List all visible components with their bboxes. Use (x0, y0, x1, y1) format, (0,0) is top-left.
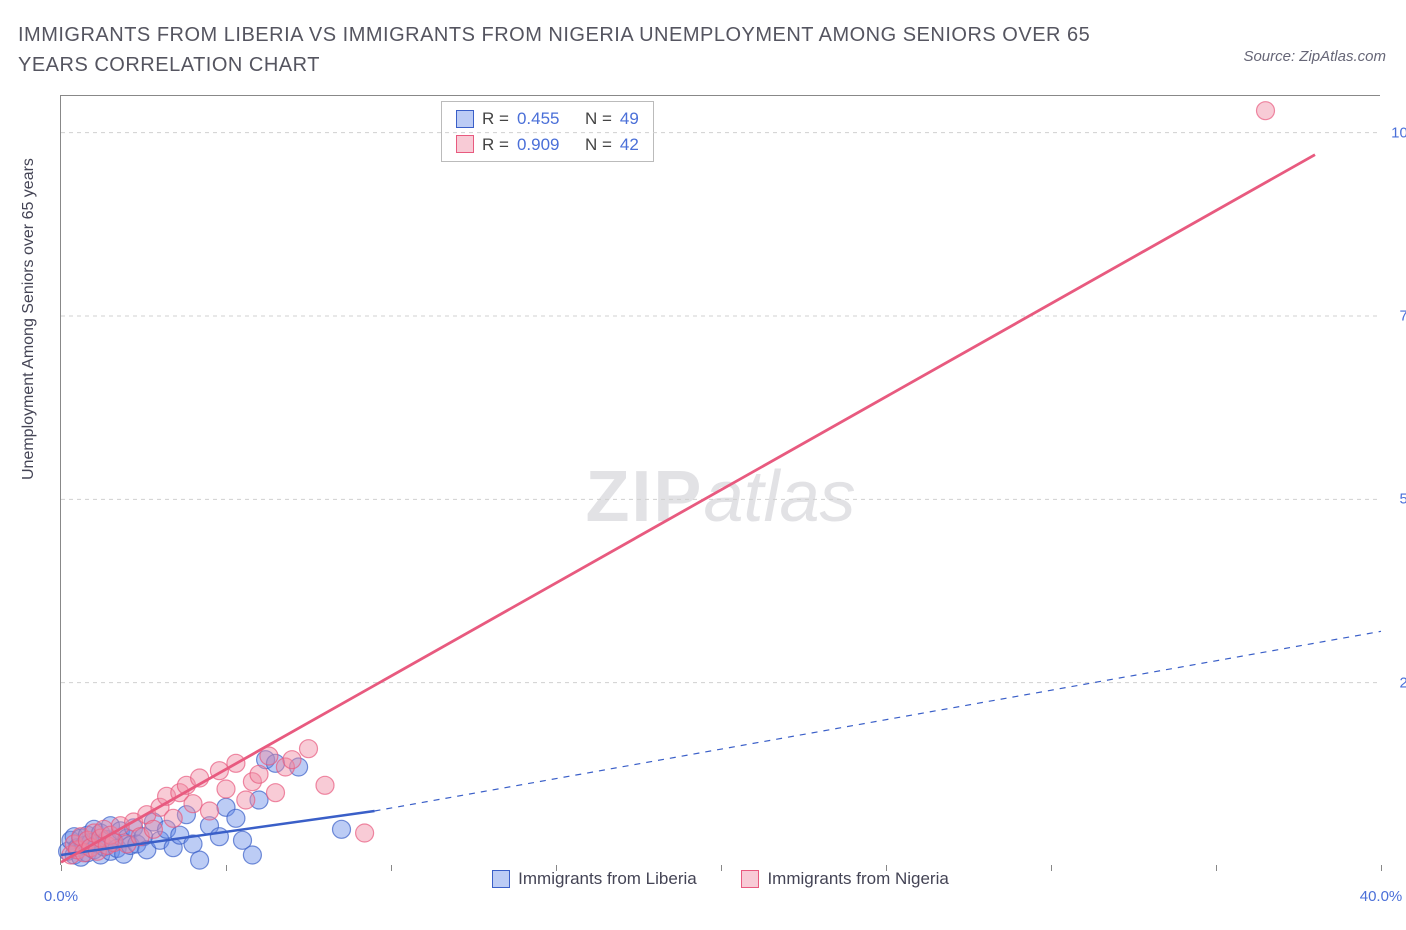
scatter-point (243, 846, 261, 864)
x-tick (226, 865, 227, 871)
scatter-point (227, 809, 245, 827)
scatter-point (283, 751, 301, 769)
x-tick (556, 865, 557, 871)
scatter-point (164, 809, 182, 827)
x-tick (1381, 865, 1382, 871)
x-tick-label: 40.0% (1360, 888, 1403, 905)
legend-item-nigeria: Immigrants from Nigeria (741, 869, 948, 889)
regression-extrapolation (375, 631, 1382, 811)
plot-svg (61, 96, 1380, 865)
scatter-point (201, 802, 219, 820)
legend-label-nigeria: Immigrants from Nigeria (767, 869, 948, 889)
scatter-point (250, 765, 268, 783)
y-axis-label: Unemployment Among Seniors over 65 years (20, 158, 38, 480)
scatter-point (210, 828, 228, 846)
chart-title: IMMIGRANTS FROM LIBERIA VS IMMIGRANTS FR… (18, 20, 1118, 80)
regression-line (61, 155, 1315, 863)
x-tick-label: 0.0% (44, 888, 78, 905)
x-tick (721, 865, 722, 871)
x-tick (1051, 865, 1052, 871)
scatter-point (267, 784, 285, 802)
swatch-liberia-bottom (492, 870, 510, 888)
x-tick (1216, 865, 1217, 871)
scatter-point (217, 780, 235, 798)
scatter-point (191, 851, 209, 869)
swatch-nigeria-bottom (741, 870, 759, 888)
scatter-point (237, 791, 255, 809)
legend-label-liberia: Immigrants from Liberia (518, 869, 697, 889)
bottom-legend: Immigrants from Liberia Immigrants from … (61, 869, 1380, 893)
y-tick-label: 100.0% (1391, 124, 1406, 141)
scatter-point (316, 776, 334, 794)
y-tick-label: 50.0% (1399, 491, 1406, 508)
scatter-point (300, 740, 318, 758)
x-tick (61, 865, 62, 871)
y-tick-label: 25.0% (1399, 674, 1406, 691)
scatter-point (333, 820, 351, 838)
scatter-point (184, 795, 202, 813)
legend-item-liberia: Immigrants from Liberia (492, 869, 697, 889)
scatter-point (356, 824, 374, 842)
x-tick (886, 865, 887, 871)
scatter-point (144, 820, 162, 838)
x-tick (391, 865, 392, 871)
y-tick-label: 75.0% (1399, 308, 1406, 325)
scatter-point (1257, 102, 1275, 120)
plot-area: ZIPatlas R = 0.455 N = 49 R = 0.909 N = … (60, 95, 1380, 865)
source-attribution: Source: ZipAtlas.com (1243, 48, 1386, 65)
